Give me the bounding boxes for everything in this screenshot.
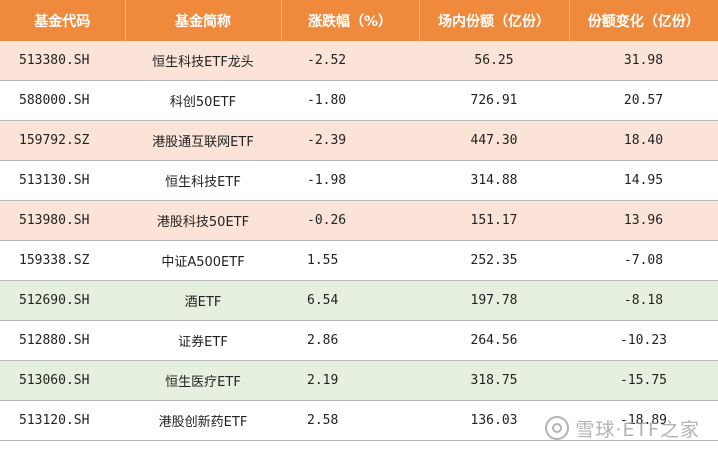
table-row: 513380.SH 恒生科技ETF龙头 -2.52 56.25 31.98 — [0, 41, 718, 81]
cell-share-change: -7.08 — [569, 240, 718, 281]
cell-fund-name: 恒生科技ETF龙头 — [125, 41, 281, 81]
cell-on-exchange-shares: 197.78 — [419, 280, 569, 321]
cell-change-pct: -2.39 — [281, 120, 419, 161]
header-row: 基金代码 基金简称 涨跌幅（%） 场内份额（亿份） 份额变化（亿份） — [0, 0, 718, 41]
cell-on-exchange-shares: 264.56 — [419, 320, 569, 361]
cell-share-change: 20.57 — [569, 80, 718, 121]
table-row: 513980.SH 港股科技50ETF -0.26 151.17 13.96 — [0, 200, 718, 241]
etf-share-change-table: 基金代码 基金简称 涨跌幅（%） 场内份额（亿份） 份额变化（亿份） 51338… — [0, 0, 718, 441]
cell-on-exchange-shares: 726.91 — [419, 80, 569, 121]
cell-fund-name: 科创50ETF — [125, 80, 281, 121]
cell-share-change: -18.89 — [569, 400, 718, 441]
cell-share-change: -10.23 — [569, 320, 718, 361]
cell-fund-code: 513060.SH — [0, 360, 125, 401]
table-row: 588000.SH 科创50ETF -1.80 726.91 20.57 — [0, 80, 718, 121]
table-row: 159338.SZ 中证A500ETF 1.55 252.35 -7.08 — [0, 240, 718, 281]
cell-fund-code: 159792.SZ — [0, 120, 125, 161]
cell-fund-code: 513980.SH — [0, 200, 125, 241]
cell-on-exchange-shares: 447.30 — [419, 120, 569, 161]
cell-fund-code: 588000.SH — [0, 80, 125, 121]
watermark-text: 雪球·ETF之家 — [575, 418, 700, 441]
cell-share-change: -15.75 — [569, 360, 718, 401]
cell-on-exchange-shares: 56.25 — [419, 41, 569, 81]
header-fund-name: 基金简称 — [125, 0, 282, 41]
cell-fund-name: 港股创新药ETF — [125, 400, 281, 441]
cell-share-change: -8.18 — [569, 280, 718, 321]
table-row: 513120.SH 港股创新药ETF 2.58 136.03 -18.89 — [0, 400, 718, 441]
cell-change-pct: -1.98 — [281, 160, 419, 201]
cell-fund-name: 恒生科技ETF — [125, 160, 281, 201]
table-row: 159792.SZ 港股通互联网ETF -2.39 447.30 18.40 — [0, 120, 718, 161]
cell-share-change: 31.98 — [569, 41, 718, 81]
cell-on-exchange-shares: 136.03 — [419, 400, 569, 441]
table-row: 512690.SH 酒ETF 6.54 197.78 -8.18 — [0, 280, 718, 321]
cell-on-exchange-shares: 318.75 — [419, 360, 569, 401]
cell-change-pct: 2.86 — [281, 320, 419, 361]
cell-share-change: 18.40 — [569, 120, 718, 161]
cell-change-pct: 2.19 — [281, 360, 419, 401]
cell-fund-name: 证券ETF — [125, 320, 281, 361]
cell-share-change: 14.95 — [569, 160, 718, 201]
header-share-change: 份额变化（亿份） — [569, 0, 718, 41]
cell-fund-name: 恒生医疗ETF — [125, 360, 281, 401]
cell-fund-code: 159338.SZ — [0, 240, 125, 281]
cell-change-pct: -2.52 — [281, 41, 419, 81]
watermark: 雪球·ETF之家 — [545, 413, 700, 443]
cell-fund-code: 513130.SH — [0, 160, 125, 201]
cell-fund-code: 513120.SH — [0, 400, 125, 441]
cell-fund-name: 酒ETF — [125, 280, 281, 321]
cell-change-pct: -1.80 — [281, 80, 419, 121]
header-on-exchange-shares: 场内份额（亿份） — [419, 0, 570, 41]
table-row: 513130.SH 恒生科技ETF -1.98 314.88 14.95 — [0, 160, 718, 201]
cell-on-exchange-shares: 314.88 — [419, 160, 569, 201]
cell-change-pct: 1.55 — [281, 240, 419, 281]
table-row: 512880.SH 证券ETF 2.86 264.56 -10.23 — [0, 320, 718, 361]
header-fund-code: 基金代码 — [0, 0, 126, 41]
xueqiu-logo-icon — [545, 416, 570, 440]
cell-fund-name: 港股通互联网ETF — [125, 120, 281, 161]
cell-share-change: 13.96 — [569, 200, 718, 241]
header-change-pct: 涨跌幅（%） — [281, 0, 420, 41]
cell-change-pct: 2.58 — [281, 400, 419, 441]
cell-fund-name: 港股科技50ETF — [125, 200, 281, 241]
cell-on-exchange-shares: 151.17 — [419, 200, 569, 241]
table-header: 基金代码 基金简称 涨跌幅（%） 场内份额（亿份） 份额变化（亿份） — [0, 0, 718, 41]
cell-change-pct: -0.26 — [281, 200, 419, 241]
cell-fund-name: 中证A500ETF — [125, 240, 281, 281]
table-body: 513380.SH 恒生科技ETF龙头 -2.52 56.25 31.98 588000.… — [0, 41, 718, 441]
cell-change-pct: 6.54 — [281, 280, 419, 321]
cell-fund-code: 513380.SH — [0, 41, 125, 81]
cell-on-exchange-shares: 252.35 — [419, 240, 569, 281]
cell-fund-code: 512880.SH — [0, 320, 125, 361]
table-row: 513060.SH 恒生医疗ETF 2.19 318.75 -15.75 — [0, 360, 718, 401]
cell-fund-code: 512690.SH — [0, 280, 125, 321]
